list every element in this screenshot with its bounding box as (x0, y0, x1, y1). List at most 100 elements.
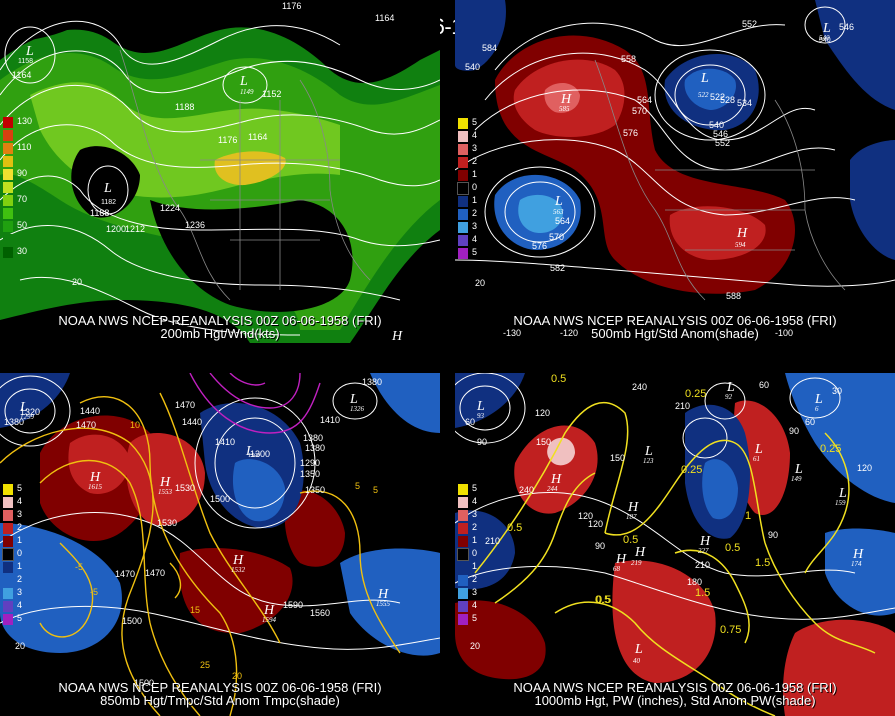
svg-text:L: L (554, 194, 563, 209)
svg-text:1290: 1290 (300, 458, 320, 468)
legend-color-box (3, 221, 13, 232)
legend-label: 0 (472, 548, 478, 558)
legend-850mb: 5 4 3 2 1 0 1 2 3 4 5 (2, 483, 29, 626)
legend-color-box (3, 562, 13, 573)
legend-color-box (458, 484, 468, 495)
svg-text:1380: 1380 (362, 377, 382, 387)
svg-text:1500: 1500 (134, 678, 154, 688)
legend-color-box (3, 536, 13, 547)
svg-text:92: 92 (725, 393, 733, 401)
legend-color-box (458, 248, 468, 259)
legend-swatch: 2 (458, 156, 484, 169)
svg-text:1182: 1182 (101, 199, 116, 206)
svg-text:120: 120 (588, 519, 603, 529)
legend-color-box (3, 497, 13, 508)
svg-text:L: L (103, 181, 112, 196)
svg-text:120: 120 (535, 408, 550, 418)
legend-swatch: 3 (3, 509, 29, 522)
legend-1000mb: 5 4 3 2 1 0 1 2 3 4 5 (457, 483, 484, 626)
svg-text:L: L (634, 642, 643, 657)
svg-text:1300: 1300 (250, 449, 270, 459)
svg-text:93: 93 (477, 412, 485, 420)
legend-swatch: 0 (457, 182, 484, 195)
anom-blue-3 (340, 548, 440, 656)
svg-text:1440: 1440 (182, 417, 202, 427)
svg-text:210: 210 (485, 536, 500, 546)
legend-color-box (458, 523, 468, 534)
legend-color-box (3, 156, 13, 167)
svg-text:H: H (391, 329, 403, 343)
legend-swatch: 3 (458, 221, 484, 234)
svg-text:90: 90 (789, 426, 799, 436)
legend-label: 2 (17, 522, 23, 532)
caption-500mb-line2: 500mb Hgt/Std Anom(shade) (591, 326, 759, 341)
legend-label: 4 (472, 496, 478, 506)
svg-text:20: 20 (232, 671, 242, 681)
legend-swatch: 1 (458, 195, 484, 208)
legend-color-box (3, 510, 13, 521)
coastlines (594, 59, 846, 301)
svg-text:H: H (634, 545, 646, 560)
legend-color-box (458, 575, 468, 586)
legend-color-box (458, 144, 468, 155)
svg-text:L: L (822, 21, 831, 36)
legend-label: 3 (472, 509, 478, 519)
legend-color-box (3, 169, 13, 180)
legend-label: 5 (472, 117, 478, 127)
svg-text:H: H (627, 500, 639, 515)
dark-gap-4 (380, 0, 440, 32)
svg-text:570: 570 (549, 232, 564, 242)
legend-swatch: 2 (458, 574, 484, 587)
legend-swatch (3, 181, 29, 194)
svg-text:244: 244 (547, 485, 558, 493)
svg-text:H: H (232, 553, 244, 568)
svg-text:1164: 1164 (248, 132, 267, 142)
svg-text:540: 540 (819, 34, 830, 42)
legend-color-box (458, 170, 468, 181)
legend-swatch: 4 (3, 496, 29, 509)
svg-text:1470: 1470 (76, 420, 96, 430)
svg-text:L: L (700, 71, 709, 86)
legend-color-box (458, 562, 468, 573)
svg-text:1158: 1158 (18, 58, 33, 65)
svg-text:L: L (814, 392, 823, 407)
legend-label: 2 (472, 208, 478, 218)
anom-blue-north-core (684, 68, 736, 110)
svg-text:594: 594 (735, 241, 746, 249)
svg-text:0.5: 0.5 (595, 594, 610, 606)
svg-text:L: L (644, 444, 653, 459)
legend-color-box (3, 588, 13, 599)
legend-swatch: 50 (3, 220, 29, 233)
svg-text:1152: 1152 (262, 89, 281, 99)
legend-label: 4 (472, 234, 478, 244)
svg-text:546: 546 (713, 129, 728, 139)
svg-text:1470: 1470 (145, 568, 165, 578)
panel-500mb: 584 540 552 546 540 558 564 570 522 528 … (455, 0, 895, 343)
legend-color-box (458, 536, 468, 547)
anom-red-south (669, 206, 766, 260)
svg-text:570: 570 (632, 106, 647, 116)
anom-red-south (612, 560, 716, 683)
legend-color-box (458, 157, 468, 168)
caption-200mb-line1: NOAA NWS NCEP REANALYSIS 00Z 06-06-1958 … (58, 313, 382, 328)
svg-text:159: 159 (835, 499, 846, 507)
height-contours (0, 20, 440, 336)
svg-text:1350: 1350 (300, 469, 320, 479)
legend-swatch (3, 155, 29, 168)
svg-text:1.5: 1.5 (755, 557, 770, 569)
legend-swatch: 70 (3, 194, 29, 207)
svg-text:H: H (615, 552, 627, 567)
svg-text:L: L (754, 442, 763, 457)
svg-text:1188: 1188 (175, 102, 194, 112)
svg-text:123: 123 (643, 457, 654, 465)
legend-label: 3 (472, 221, 478, 231)
svg-text:150: 150 (536, 437, 551, 447)
anom-red-3 (179, 548, 293, 634)
legend-swatch: 4 (458, 130, 484, 143)
anom-blue-west-core (518, 194, 563, 234)
anom-red-west-core (547, 437, 575, 466)
legend-swatch: 5 (458, 117, 484, 130)
svg-text:1380: 1380 (4, 417, 24, 427)
legend-label: 70 (17, 194, 28, 204)
legend-label: 90 (17, 168, 28, 178)
